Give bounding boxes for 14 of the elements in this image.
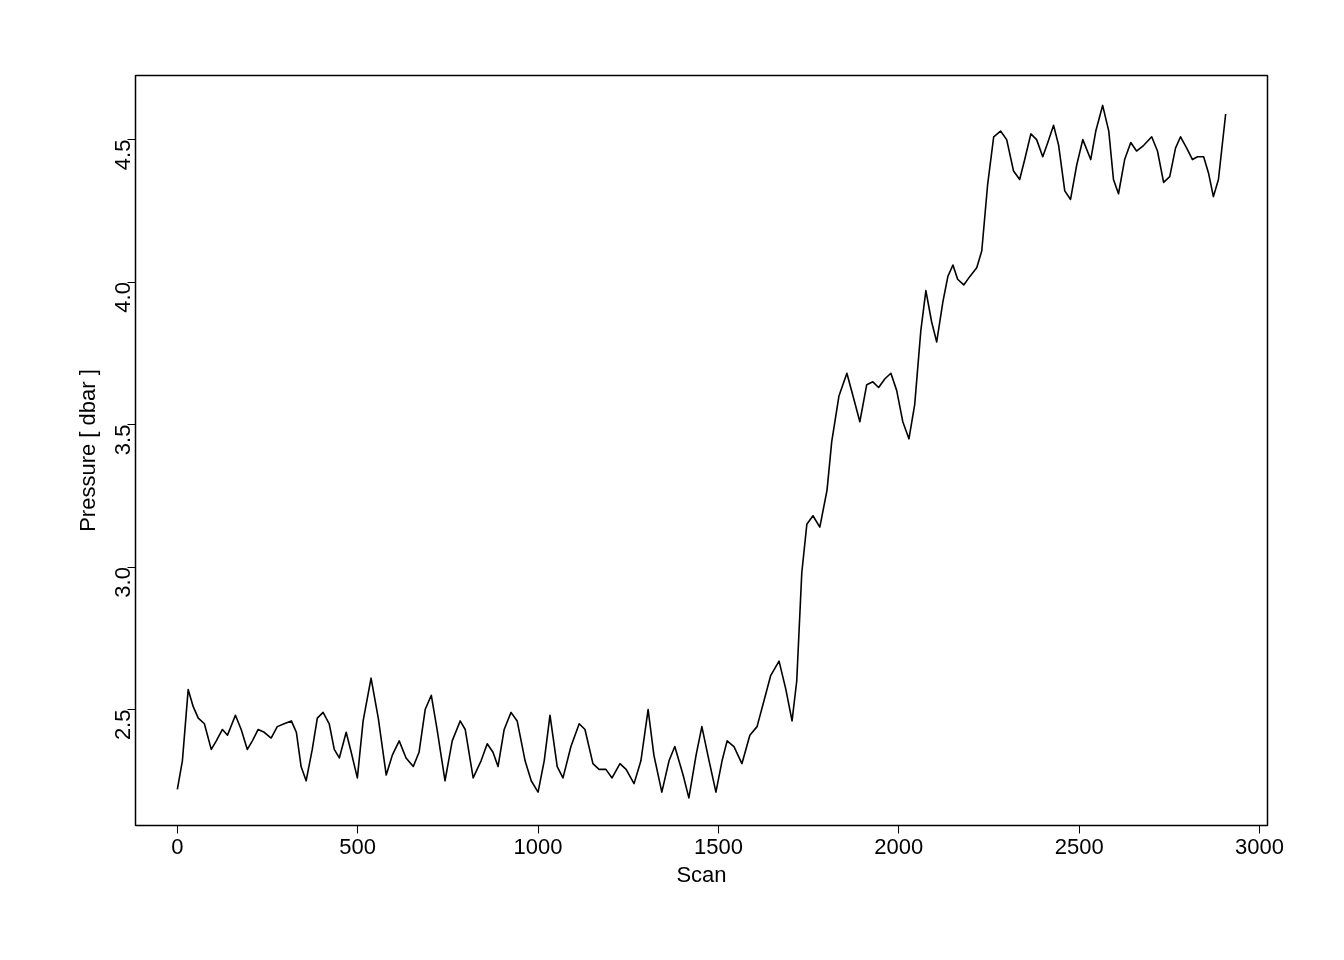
x-axis-title: Scan [676,861,727,887]
y-tick-label: 2.5 [110,709,135,741]
x-tick-label: 1000 [513,833,563,859]
x-tick-label: 1500 [693,833,743,859]
x-tick-label: 3000 [1235,833,1285,859]
x-tick-label: 0 [171,833,184,859]
x-tick-label: 500 [339,833,377,859]
y-axis-title: Pressure [ dbar ] [74,369,100,532]
y-tick-label: 4.0 [110,282,135,313]
x-tick-label: 2000 [874,833,924,859]
y-tick-label: 3.5 [110,424,135,456]
x-tick-label: 2500 [1054,833,1104,859]
y-tick-label: 4.5 [110,139,135,171]
y-tick-label: 3.0 [110,567,135,598]
